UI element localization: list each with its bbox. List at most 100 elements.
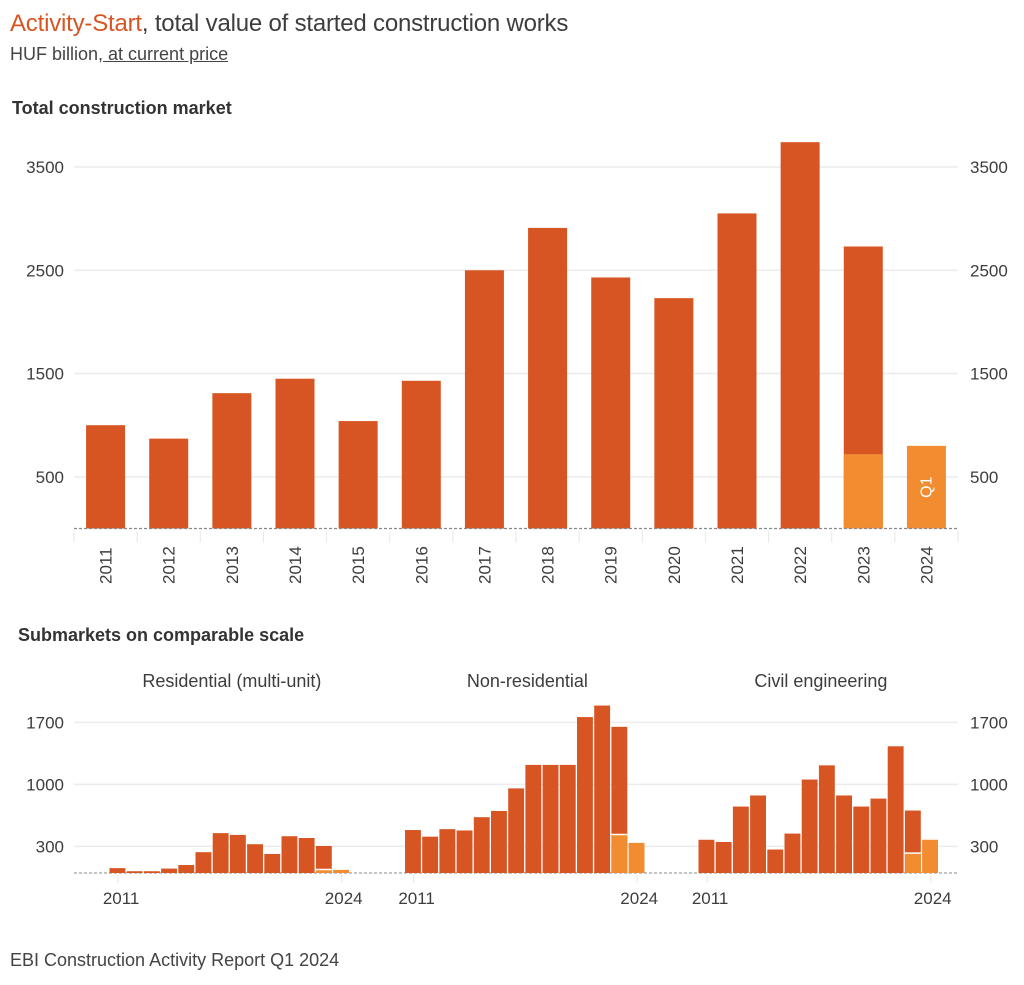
bar-annual-2013 (439, 829, 456, 873)
bar-annual-2022 (780, 142, 820, 529)
y-tick-label-right: 1000 (970, 775, 1008, 794)
panel-title: Civil engineering (754, 671, 887, 691)
bar-annual-2022 (298, 838, 315, 873)
bottom-panel-title: Submarkets on comparable scale (18, 625, 305, 645)
y-tick-label-left: 1000 (26, 775, 64, 794)
bar-q1-2024 (628, 842, 645, 873)
x-tick-label: 2013 (223, 546, 242, 584)
bar-annual-2017 (801, 779, 818, 873)
bar-annual-2011 (698, 839, 715, 873)
bar-annual-2014 (750, 795, 766, 873)
bar-annual-2015 (473, 817, 490, 873)
bar-annual-2018 (525, 764, 542, 873)
x-tick-label-first: 2011 (692, 889, 729, 908)
chart-subtitle: HUF billion, at current price (10, 44, 228, 65)
bar-annual-2019 (542, 764, 559, 873)
bar-annual-2016 (195, 852, 212, 873)
x-tick-label: 2018 (539, 546, 558, 584)
x-tick-label: 2023 (854, 546, 873, 584)
bar-annual-2015 (178, 865, 195, 873)
bar-q1-2023 (904, 853, 921, 873)
bar-q1-2024 (922, 839, 938, 873)
bar-annual-2013 (212, 393, 252, 529)
bar-annual-2022 (594, 705, 611, 873)
bar-annual-2018 (528, 227, 568, 529)
x-tick-label: 2019 (602, 546, 621, 584)
bar-annual-2020 (654, 298, 694, 529)
y-tick-label-left: 3500 (26, 158, 64, 177)
x-tick-label: 2017 (475, 546, 494, 584)
bar-q1-2023 (611, 834, 628, 873)
y-tick-label-left: 300 (36, 837, 64, 856)
subtitle-unit: HUF billion, (10, 44, 104, 64)
subtitle-price-link[interactable]: at current price (103, 44, 229, 64)
bar-annual-2018 (229, 834, 246, 873)
y-tick-label-left: 2500 (26, 261, 64, 280)
panel-title: Non-residential (467, 671, 588, 691)
bar-q1-2023 (843, 454, 883, 529)
bar-annual-2011 (405, 830, 421, 873)
x-tick-label: 2016 (412, 546, 431, 584)
bar-annual-2016 (784, 833, 801, 873)
y-tick-label-right: 2500 (970, 261, 1008, 280)
chart-title: Activity-Start, total value of started c… (10, 10, 568, 38)
bar-q1-2024 (906, 445, 946, 529)
bar-annual-2020 (264, 853, 281, 873)
bar-annual-2016 (491, 810, 507, 873)
y-tick-label-right: 1500 (970, 365, 1008, 384)
y-tick-label-right: 1700 (970, 713, 1008, 732)
bar-annual-2015 (338, 421, 378, 529)
bar-annual-2017 (212, 833, 229, 873)
x-tick-label: 2024 (917, 546, 936, 584)
bar-annual-2018 (818, 765, 835, 873)
x-tick-label-last: 2024 (325, 889, 363, 908)
top-panel-title: Total construction market (12, 98, 232, 118)
x-tick-label-first: 2011 (398, 889, 435, 908)
panel-title: Residential (multi-unit) (142, 671, 321, 691)
bar-annual-2023 (315, 845, 332, 873)
bar-annual-2017 (508, 788, 525, 873)
bar-annual-2020 (853, 806, 870, 873)
bar-annual-2016 (401, 380, 441, 529)
bar-label-q1: Q1 (918, 476, 935, 497)
bar-annual-2013 (732, 806, 749, 873)
x-tick-label: 2011 (97, 547, 116, 584)
bar-annual-2021 (870, 798, 887, 873)
bar-annual-2021 (281, 836, 298, 873)
bar-annual-2021 (717, 213, 757, 529)
title-rest: , total value of started construction wo… (141, 10, 569, 37)
bar-annual-2020 (559, 764, 576, 873)
bar-annual-2019 (591, 277, 631, 529)
x-tick-label: 2022 (791, 546, 810, 584)
bar-annual-2011 (86, 425, 126, 529)
source-footer: EBI Construction Activity Report Q1 2024 (10, 950, 340, 970)
x-tick-label-last: 2024 (914, 889, 952, 908)
title-accent: Activity-Start (10, 10, 142, 37)
x-tick-label: 2020 (665, 546, 684, 584)
bar-annual-2014 (275, 378, 315, 529)
bar-annual-2013 (143, 871, 160, 873)
bar-annual-2022 (887, 746, 904, 873)
x-tick-label-first: 2011 (103, 889, 140, 908)
bar-annual-2019 (836, 795, 852, 873)
y-tick-label-right: 500 (970, 468, 998, 487)
y-tick-label-left: 500 (36, 468, 64, 487)
bar-annual-2012 (126, 871, 143, 873)
y-tick-label-left: 1500 (26, 365, 64, 384)
x-tick-label: 2014 (286, 546, 305, 584)
bar-annual-2012 (422, 836, 439, 873)
y-tick-label-right: 3500 (970, 158, 1008, 177)
x-tick-label: 2021 (728, 546, 747, 584)
bar-annual-2015 (767, 849, 784, 873)
bar-annual-2019 (247, 844, 263, 873)
bar-annual-2014 (161, 868, 177, 873)
bar-q1-2023 (315, 869, 332, 873)
bar-annual-2012 (149, 438, 189, 529)
x-tick-label: 2012 (160, 546, 179, 584)
bar-annual-2017 (464, 270, 504, 529)
x-tick-label-last: 2024 (620, 889, 658, 908)
bar-annual-2021 (577, 717, 593, 873)
bar-annual-2014 (456, 830, 473, 873)
bar-q1-2024 (333, 869, 349, 873)
